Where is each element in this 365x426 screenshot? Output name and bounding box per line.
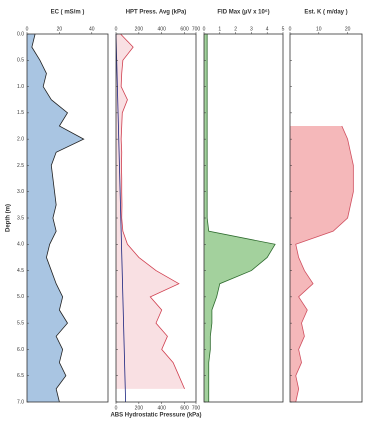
x-tick-label: 600 bbox=[180, 405, 189, 411]
x-tick-label: 200 bbox=[135, 26, 144, 32]
line bbox=[115, 33, 126, 403]
x-tick-label: 700 bbox=[192, 405, 201, 411]
panel-title: FID Max (µV x 10⁶) bbox=[217, 10, 269, 16]
y-tick-label: 5.0 bbox=[17, 294, 24, 300]
x-tick-label: 0 bbox=[115, 26, 118, 32]
y-tick-label: 0.5 bbox=[17, 58, 24, 64]
y-tick-label: 3.0 bbox=[17, 189, 24, 195]
x-tick-label: 0 bbox=[289, 26, 292, 32]
y-tick-label: 2.5 bbox=[17, 163, 24, 169]
x-tick-label: 0 bbox=[115, 405, 118, 411]
x-tick-label: 1 bbox=[218, 26, 221, 32]
y-tick-label: 4.5 bbox=[17, 268, 24, 274]
x-tick-label: 20 bbox=[57, 26, 63, 32]
panel-frame bbox=[203, 33, 284, 403]
line bbox=[295, 125, 354, 403]
area bbox=[116, 34, 185, 389]
panel-title: Est. K ( m/day ) bbox=[304, 10, 347, 16]
line bbox=[120, 33, 185, 390]
y-tick-label: 0.0 bbox=[17, 31, 24, 37]
x-tick-label: 600 bbox=[180, 26, 189, 32]
y-tick-label: 1.0 bbox=[17, 84, 24, 90]
area bbox=[204, 34, 276, 402]
x-tick-label: 40 bbox=[89, 26, 95, 32]
line bbox=[206, 34, 276, 402]
area bbox=[290, 126, 354, 402]
x-tick-label: 10 bbox=[316, 26, 322, 32]
y-tick-label: 6.5 bbox=[17, 373, 24, 379]
x-tick-label: 400 bbox=[158, 405, 167, 411]
y-tick-label: 2.0 bbox=[17, 136, 24, 142]
x-tick-label: 700 bbox=[192, 26, 201, 32]
y-tick-label: 1.5 bbox=[17, 110, 24, 116]
line bbox=[31, 33, 85, 403]
x-tick-label: 3 bbox=[250, 26, 253, 32]
y-axis-label: Depth (m) bbox=[6, 204, 12, 232]
x-tick-label: 5 bbox=[282, 26, 285, 32]
x-tick-label: 4 bbox=[266, 26, 269, 32]
x-tick-label: 200 bbox=[135, 405, 144, 411]
x-tick-label: 20 bbox=[345, 26, 351, 32]
y-tick-label: 5.5 bbox=[17, 320, 24, 326]
area bbox=[27, 34, 84, 402]
y-tick-label: 3.5 bbox=[17, 215, 24, 221]
x-tick-label: 400 bbox=[158, 26, 167, 32]
y-tick-label: 4.0 bbox=[17, 242, 24, 248]
y-tick-label: 7.0 bbox=[17, 399, 24, 405]
panel-title: HPT Press. Avg (kPa) bbox=[126, 10, 187, 16]
x-tick-label: 0 bbox=[26, 26, 29, 32]
y-tick-label: 6.0 bbox=[17, 347, 24, 353]
x-tick-label: 2 bbox=[234, 26, 237, 32]
x-axis-label: ABS Hydrostatic Pressure (kPa) bbox=[110, 413, 201, 419]
panel-title: EC ( mS/m ) bbox=[51, 10, 85, 16]
x-tick-label: 0 bbox=[203, 26, 206, 32]
